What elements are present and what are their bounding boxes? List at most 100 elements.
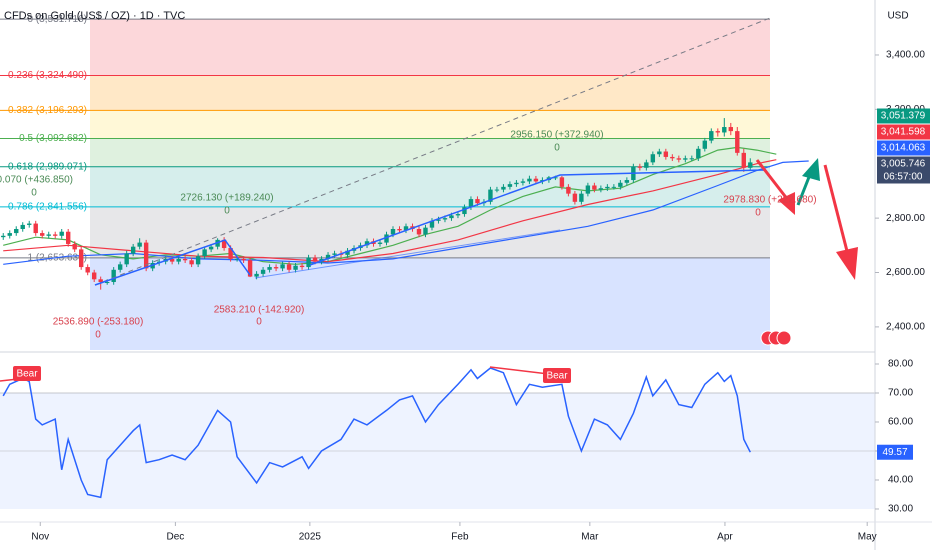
- candle-body: [293, 265, 298, 270]
- currency: USD: [887, 11, 908, 22]
- price-tag: [877, 108, 930, 124]
- candle-body: [696, 148, 701, 159]
- rsi-line: [2, 367, 751, 499]
- x-tick-label: Nov: [31, 532, 49, 543]
- candle-body: [377, 242, 383, 244]
- candle-body: [579, 193, 584, 202]
- candle-body: [566, 186, 571, 194]
- candle-body: [709, 131, 714, 141]
- annotation: 2583.210 (-142.920): [214, 305, 305, 316]
- candle-body: [683, 158, 688, 160]
- fib-zone: [90, 257, 770, 350]
- candle-body: [520, 181, 526, 183]
- candle-body: [741, 152, 746, 168]
- price-tag-label: 3,014.063: [881, 143, 926, 154]
- candle-body: [403, 226, 409, 231]
- price-tag-label: 3,051.379: [881, 111, 926, 122]
- candle-body: [267, 267, 272, 270]
- candle-body: [618, 182, 623, 187]
- candle-body: [637, 166, 643, 168]
- candle-body: [195, 256, 201, 265]
- rsi-tag-label: 49.57: [882, 447, 907, 458]
- candle-body: [221, 239, 227, 249]
- candle-body: [748, 162, 753, 168]
- candle-body: [189, 260, 194, 265]
- candle-body: [670, 156, 675, 159]
- x-tick-label: Apr: [717, 532, 733, 543]
- candle-body: [436, 219, 441, 221]
- arrow: [823, 164, 858, 280]
- candle-body: [488, 189, 493, 202]
- price-tag: [877, 156, 930, 172]
- annotation: 0: [95, 330, 101, 341]
- fib-zone: [90, 19, 770, 76]
- y-tick-label: 2,400.00: [886, 322, 925, 333]
- candle-body: [7, 233, 12, 236]
- fib-zone: [90, 110, 770, 139]
- candle-body: [390, 228, 396, 235]
- fib-label: 0.5 (3,092.682): [19, 133, 87, 144]
- candle-body: [286, 264, 292, 270]
- divergence-tag: [13, 366, 41, 381]
- channel-line: [94, 239, 251, 286]
- fib-layer: 0 (3,531.716) 0.236 (3,324.490) 0.382 (3,1…: [0, 14, 770, 350]
- annotation: 2956.150 (+372.940): [510, 130, 603, 141]
- candle-body: [735, 131, 740, 153]
- fib-label: 0.786 (2,841.556): [8, 201, 87, 212]
- candle-body: [137, 242, 142, 247]
- candle-body: [14, 228, 19, 234]
- y-tick-label: 80.00: [888, 359, 913, 370]
- candle-body: [104, 282, 110, 284]
- y-tick-label: 60.00: [888, 417, 913, 428]
- candle-body: [585, 185, 591, 194]
- candle-body: [507, 184, 513, 187]
- candle-body: [98, 279, 103, 283]
- candle-body: [228, 248, 233, 259]
- candle-body: [325, 254, 331, 259]
- candle-body: [247, 260, 253, 277]
- candle-body: [33, 223, 38, 234]
- candle-body: [111, 269, 116, 283]
- candle-body: [182, 258, 188, 261]
- price-tag-label: 3,041.598: [881, 127, 926, 138]
- trend-line: [94, 17, 771, 286]
- candle-body: [312, 257, 318, 262]
- candle-body: [449, 215, 454, 219]
- candle-body: [91, 272, 97, 280]
- candle-body: [397, 228, 402, 231]
- annotation: 2726.130 (+189.240): [180, 193, 273, 204]
- x-tick-label: Dec: [166, 532, 184, 543]
- candle-body: [332, 253, 337, 255]
- annotation: 0: [224, 206, 230, 217]
- candle-body: [559, 177, 565, 187]
- annotation: 2978.830 (+222.680): [723, 195, 816, 206]
- x-tick-label: 2025: [299, 532, 322, 543]
- candle-body: [676, 158, 682, 160]
- candle-body: [72, 243, 77, 250]
- candle-body: [1, 235, 6, 238]
- candle-body: [254, 273, 259, 277]
- candle-body: [689, 158, 695, 160]
- candle-body: [273, 267, 279, 269]
- y-tick-label: 2,800.00: [886, 213, 925, 224]
- candle-body: [345, 250, 350, 255]
- candle-body: [494, 189, 500, 191]
- candle-body: [169, 258, 175, 262]
- candle-body: [117, 264, 123, 270]
- y-tick-label: 30.00: [888, 504, 913, 515]
- annotation: 0: [256, 317, 262, 328]
- candle-body: [455, 214, 461, 216]
- annotation: 0: [755, 208, 761, 219]
- x-tick-label: Mar: [581, 532, 599, 543]
- annotation: 790.070 (+436.850): [0, 175, 73, 186]
- candle-body: [611, 186, 617, 188]
- candle-body: [53, 234, 58, 236]
- candle-body: [650, 154, 656, 163]
- countdown: 06:57:00: [884, 172, 923, 183]
- candle-body: [644, 162, 649, 168]
- y-tick-label: 70.00: [888, 388, 913, 399]
- candle-body: [78, 249, 84, 268]
- candle-body: [299, 265, 305, 268]
- candle-body: [722, 127, 727, 133]
